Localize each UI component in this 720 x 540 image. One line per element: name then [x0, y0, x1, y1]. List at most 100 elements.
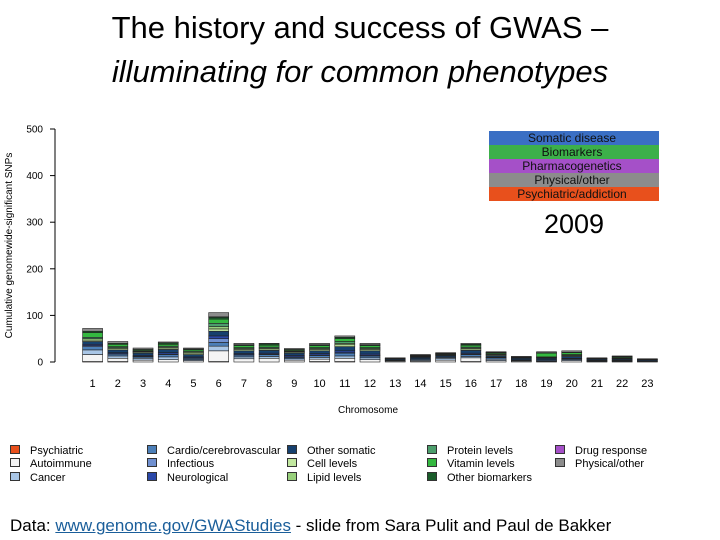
legend-swatch [427, 472, 437, 481]
bar-segment [82, 354, 103, 362]
x-axis-label: Chromosome [338, 405, 398, 416]
x-tick-label: 4 [165, 378, 171, 390]
y-tick-label: 500 [26, 125, 43, 136]
bar-segment [460, 343, 482, 345]
x-tick-label: 22 [616, 378, 628, 390]
legend-swatch [10, 472, 20, 481]
x-tick-label: 21 [591, 378, 603, 390]
bar-segment [309, 343, 330, 346]
bar-segment [359, 359, 381, 363]
bar-segment [208, 342, 229, 347]
category-key-label: Physical/other [534, 173, 609, 187]
bar-segment [157, 341, 179, 344]
bar-segment [586, 357, 608, 359]
bar-segment [208, 312, 229, 318]
bar-segment [157, 359, 179, 363]
bar-segment [233, 350, 255, 354]
x-tick-label: 5 [190, 378, 196, 390]
bar-segment [334, 346, 356, 352]
legend-label: Protein levels [447, 445, 514, 457]
bar-segment [107, 355, 129, 359]
x-tick-label: 14 [414, 378, 426, 390]
bar-segment [132, 352, 154, 356]
bar-segment [334, 335, 356, 338]
bar-segment [258, 350, 280, 354]
bar-segment [233, 343, 255, 346]
footer-prefix: Data: [10, 516, 56, 535]
x-tick-label: 23 [641, 378, 653, 390]
bar-segment [460, 350, 482, 354]
bar-segment [561, 350, 583, 353]
legend-item: Autoimmune [10, 458, 92, 471]
legend-item: Infectious [147, 458, 214, 471]
legend-label: Infectious [167, 458, 215, 470]
bar-segment [309, 358, 330, 362]
bar-segment [536, 351, 557, 353]
x-tick-label: 19 [540, 378, 552, 390]
legend-label: Cardio/cerebrovascular [167, 445, 281, 457]
bar-segment [258, 343, 280, 345]
legend-swatch [10, 445, 20, 454]
legend-swatch [427, 445, 437, 454]
bar-segment [485, 351, 507, 353]
legend-swatch [10, 458, 20, 467]
bar-segment [208, 326, 229, 330]
x-tick-label: 8 [266, 378, 272, 390]
bar-segment [435, 352, 456, 354]
legend-item: Psychiatric [10, 445, 83, 458]
legend-swatch [287, 472, 297, 481]
legend-swatch [147, 472, 157, 481]
bar-segment [157, 356, 179, 360]
bar-segment [511, 356, 532, 358]
legend-swatch [427, 458, 437, 467]
legend-swatch [287, 458, 297, 467]
legend-item: Cell levels [287, 458, 357, 471]
x-tick-label: 9 [291, 378, 297, 390]
legend-swatch [555, 445, 565, 454]
legend-item: Other biomarkers [427, 472, 532, 485]
bar-segment [208, 323, 229, 327]
y-tick-label: 300 [26, 218, 43, 229]
data-source-link[interactable]: www.genome.gov/GWAStudies [55, 516, 291, 535]
legend-label: Cancer [30, 472, 66, 484]
legend-label: Vitamin levels [447, 458, 515, 470]
legend-label: Physical/other [575, 458, 645, 470]
category-key-band [489, 159, 659, 173]
year-label: 2009 [544, 209, 604, 239]
legend-label: Psychiatric [30, 445, 84, 457]
bar-segment [183, 347, 204, 350]
y-axis-label: Cumulative genomewide-significant SNPs [4, 153, 15, 339]
bar-segment [157, 349, 179, 353]
bar-segment [208, 318, 229, 324]
y-tick-label: 400 [26, 171, 43, 182]
bar-segment [208, 328, 229, 332]
legend-item: Cancer [10, 472, 65, 485]
legend-swatch [147, 458, 157, 467]
footer-credit: Data: www.genome.gov/GWAStudies - slide … [10, 516, 611, 536]
x-tick-label: 15 [440, 378, 452, 390]
bar-segment [309, 350, 330, 354]
legend-item: Neurological [147, 472, 228, 485]
category-key-band [489, 145, 659, 159]
x-tick-label: 2 [115, 378, 121, 390]
legend-label: Neurological [167, 472, 229, 484]
x-tick-label: 17 [490, 378, 502, 390]
bar-segment [284, 352, 305, 356]
bar-segment [208, 330, 229, 337]
bar-segment [284, 348, 305, 350]
bar-segment [359, 343, 381, 346]
bar-segment [334, 355, 356, 359]
bar-segment [208, 338, 229, 343]
y-tick-label: 0 [37, 358, 43, 369]
x-tick-label: 3 [140, 378, 146, 390]
category-key-label: Somatic disease [528, 131, 616, 145]
legend-item: Protein levels [427, 445, 513, 458]
x-tick-label: 7 [241, 378, 247, 390]
bar-segment [334, 357, 356, 362]
x-tick-label: 11 [339, 378, 350, 390]
bar-segment [334, 338, 356, 342]
category-key-label: Psychiatric/addiction [517, 187, 626, 201]
bar-segment [107, 341, 129, 344]
bar-segment [637, 358, 658, 360]
